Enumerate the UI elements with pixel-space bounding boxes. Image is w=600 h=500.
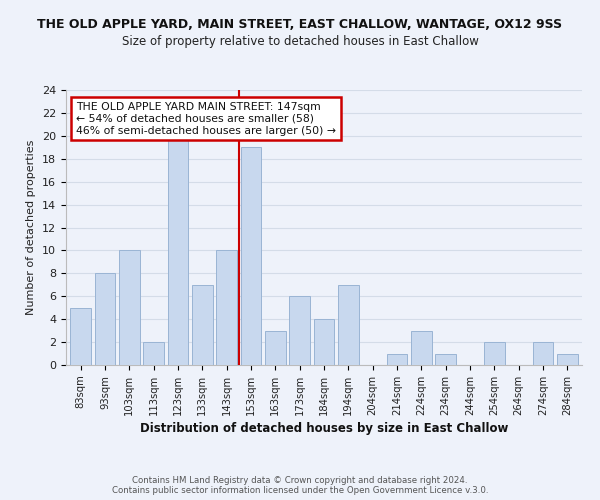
X-axis label: Distribution of detached houses by size in East Challow: Distribution of detached houses by size …	[140, 422, 508, 435]
Bar	[484, 342, 505, 365]
Bar	[436, 354, 456, 365]
Bar	[241, 148, 262, 365]
Bar	[216, 250, 237, 365]
Text: Contains HM Land Registry data © Crown copyright and database right 2024.: Contains HM Land Registry data © Crown c…	[132, 476, 468, 485]
Bar	[314, 319, 334, 365]
Bar	[143, 342, 164, 365]
Bar	[386, 354, 407, 365]
Bar	[95, 274, 115, 365]
Bar	[70, 308, 91, 365]
Bar	[338, 285, 359, 365]
Bar	[167, 136, 188, 365]
Bar	[533, 342, 553, 365]
Text: THE OLD APPLE YARD MAIN STREET: 147sqm
← 54% of detached houses are smaller (58): THE OLD APPLE YARD MAIN STREET: 147sqm ←…	[76, 102, 337, 136]
Bar	[557, 354, 578, 365]
Bar	[265, 330, 286, 365]
Text: THE OLD APPLE YARD, MAIN STREET, EAST CHALLOW, WANTAGE, OX12 9SS: THE OLD APPLE YARD, MAIN STREET, EAST CH…	[37, 18, 563, 30]
Bar	[289, 296, 310, 365]
Bar	[119, 250, 140, 365]
Text: Size of property relative to detached houses in East Challow: Size of property relative to detached ho…	[122, 35, 478, 48]
Y-axis label: Number of detached properties: Number of detached properties	[26, 140, 37, 315]
Bar	[411, 330, 432, 365]
Bar	[192, 285, 212, 365]
Text: Contains public sector information licensed under the Open Government Licence v.: Contains public sector information licen…	[112, 486, 488, 495]
